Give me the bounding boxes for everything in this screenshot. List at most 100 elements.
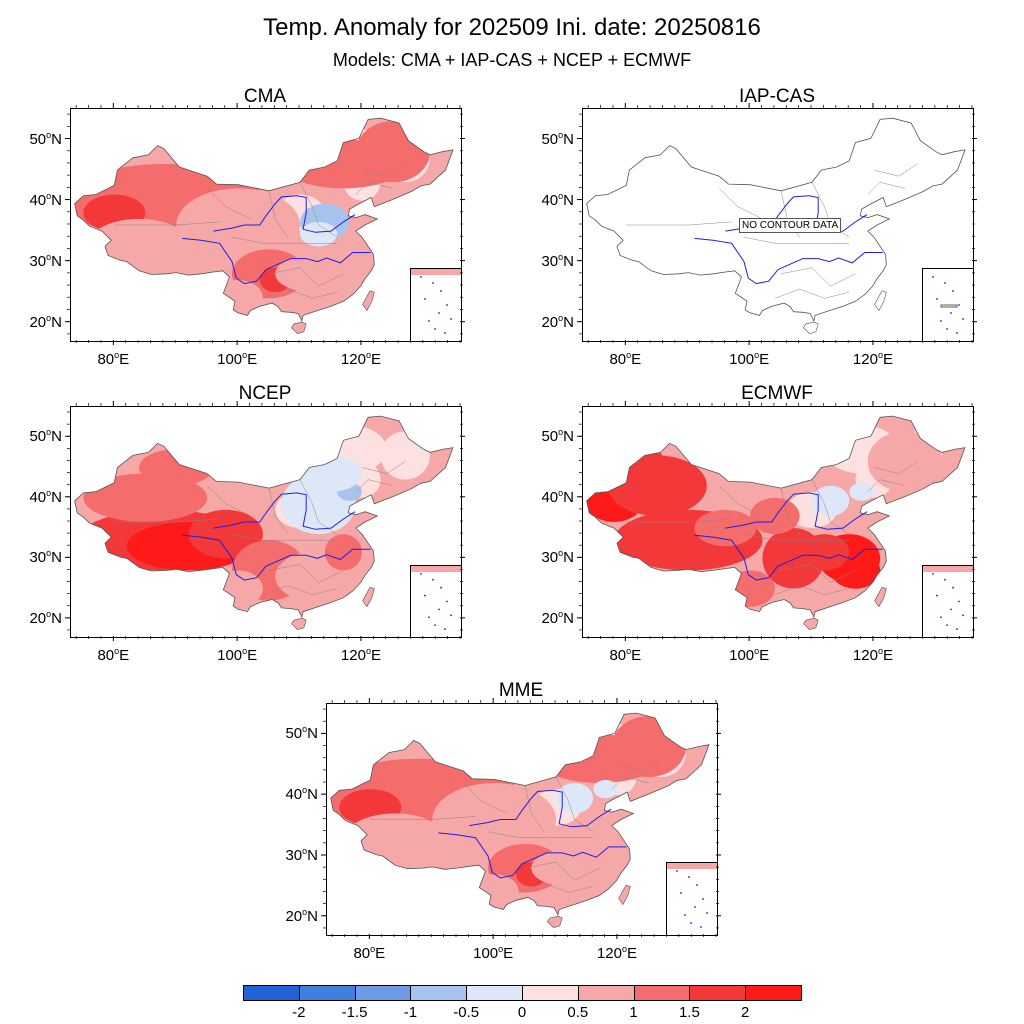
anomaly-patch <box>867 431 943 492</box>
inset-island-dot <box>944 282 946 284</box>
colorbar-box <box>410 985 468 1001</box>
inset-island-dot <box>694 906 696 908</box>
panel-title-ecmwf: ECMWF <box>741 383 813 404</box>
anomaly-patch <box>300 455 362 492</box>
inset-island-dot <box>428 616 430 619</box>
inset-island-dot <box>446 304 448 306</box>
yellow-river <box>725 492 868 530</box>
country-border <box>74 415 454 619</box>
inset-island-dot <box>688 876 690 878</box>
province-border <box>867 479 905 492</box>
anomaly-patch <box>613 443 664 480</box>
island <box>291 617 307 631</box>
colorbar-label: 1.5 <box>678 1004 700 1021</box>
province-border <box>361 461 406 474</box>
map-svg-mme <box>330 712 710 929</box>
lon-tick-label: 80oE <box>353 944 386 962</box>
province-border <box>361 163 406 177</box>
yangtze-river <box>694 237 883 285</box>
map-svg-iap-cas <box>586 117 966 335</box>
anomaly-patch <box>345 813 445 863</box>
lat-tick-label: 30oN <box>29 251 62 270</box>
inset-islands <box>411 269 461 334</box>
country-border <box>330 712 710 917</box>
anomaly-patch <box>694 509 757 547</box>
anomaly-patch <box>139 449 214 486</box>
anomaly-patch <box>324 534 362 571</box>
inset-islands <box>923 566 973 631</box>
province-border <box>867 182 905 195</box>
colorbar-label: 0 <box>517 1004 527 1021</box>
inset-island-dot <box>432 578 434 581</box>
anomaly-patch <box>750 497 800 535</box>
colorbar-box <box>577 985 635 1001</box>
island <box>803 321 819 335</box>
province-border <box>487 831 594 838</box>
inset-island-dot <box>950 608 952 611</box>
province-border <box>370 816 476 820</box>
inset-island-dot <box>424 594 426 597</box>
inset-island-dot <box>940 616 942 619</box>
lat-tick-label: 50oN <box>541 427 574 446</box>
island <box>803 617 819 631</box>
province-border <box>719 485 763 517</box>
province-border <box>269 267 344 287</box>
inset-island-dot <box>444 332 446 334</box>
inset-island-dot <box>962 318 964 320</box>
colorbar-label: 2 <box>741 1004 750 1021</box>
page-title: Temp. Anomaly for 202509 Ini. date: 2025… <box>263 14 761 41</box>
lon-tick-label: 100oE <box>729 646 770 664</box>
province-border <box>355 479 393 492</box>
inset-legend-mark <box>940 304 958 308</box>
province-border <box>611 776 649 790</box>
map-svg-ncep <box>74 415 454 631</box>
lon-tick-label: 120oE <box>340 350 381 368</box>
province-border <box>524 785 544 832</box>
anomaly-patch <box>355 121 431 183</box>
inset-island-dot <box>700 926 702 928</box>
inset-island-dot <box>450 318 452 320</box>
province-border <box>268 190 288 238</box>
yangtze-river <box>182 534 371 581</box>
lon-tick-label: 100oE <box>217 646 258 664</box>
inset-island-dot <box>680 892 682 894</box>
anomaly-patch <box>611 716 687 777</box>
province-border <box>355 182 393 195</box>
lon-tick-label: 100oE <box>217 350 258 368</box>
anomaly-patch <box>89 218 189 268</box>
panel-title-iap-cas: IAP-CAS <box>738 86 816 107</box>
lat-tick-label: 20oN <box>541 608 574 627</box>
south-china-sea-inset <box>410 268 461 341</box>
colorbar-box <box>354 985 412 1001</box>
lon-tick-label: 100oE <box>473 944 514 962</box>
lat-tick-label: 40oN <box>541 190 574 209</box>
lon-tick-label: 80oE <box>609 646 642 664</box>
lat-tick-label: 50oN <box>29 129 62 148</box>
province-border <box>774 585 850 595</box>
lon-tick-label: 120oE <box>852 350 893 368</box>
south-china-sea-inset <box>666 862 717 935</box>
province-border <box>114 518 220 523</box>
province-border <box>268 488 288 535</box>
lat-tick-label: 40oN <box>29 487 62 506</box>
inset-island-dot <box>446 600 448 603</box>
inset-island-dot <box>420 572 422 575</box>
inset-island-dot <box>440 586 442 589</box>
inset-island-dot <box>932 572 934 575</box>
lon-tick-label: 80oE <box>97 646 130 664</box>
yellow-river <box>213 195 356 233</box>
anomaly-patch <box>531 849 606 887</box>
colorbar-label: -2 <box>292 1004 306 1021</box>
inset-island-dot <box>440 290 442 292</box>
colorbar-box <box>633 985 691 1001</box>
lat-tick-label: 40oN <box>541 487 574 506</box>
inset-island-dot <box>952 586 954 589</box>
province-border <box>463 782 507 814</box>
island <box>874 290 887 312</box>
lat-tick-label: 30oN <box>29 548 62 567</box>
province-border <box>780 488 800 535</box>
island <box>547 915 563 929</box>
inset-island-dot <box>696 884 698 886</box>
south-china-sea-inset <box>922 268 973 341</box>
inset-island-dot <box>676 870 678 872</box>
